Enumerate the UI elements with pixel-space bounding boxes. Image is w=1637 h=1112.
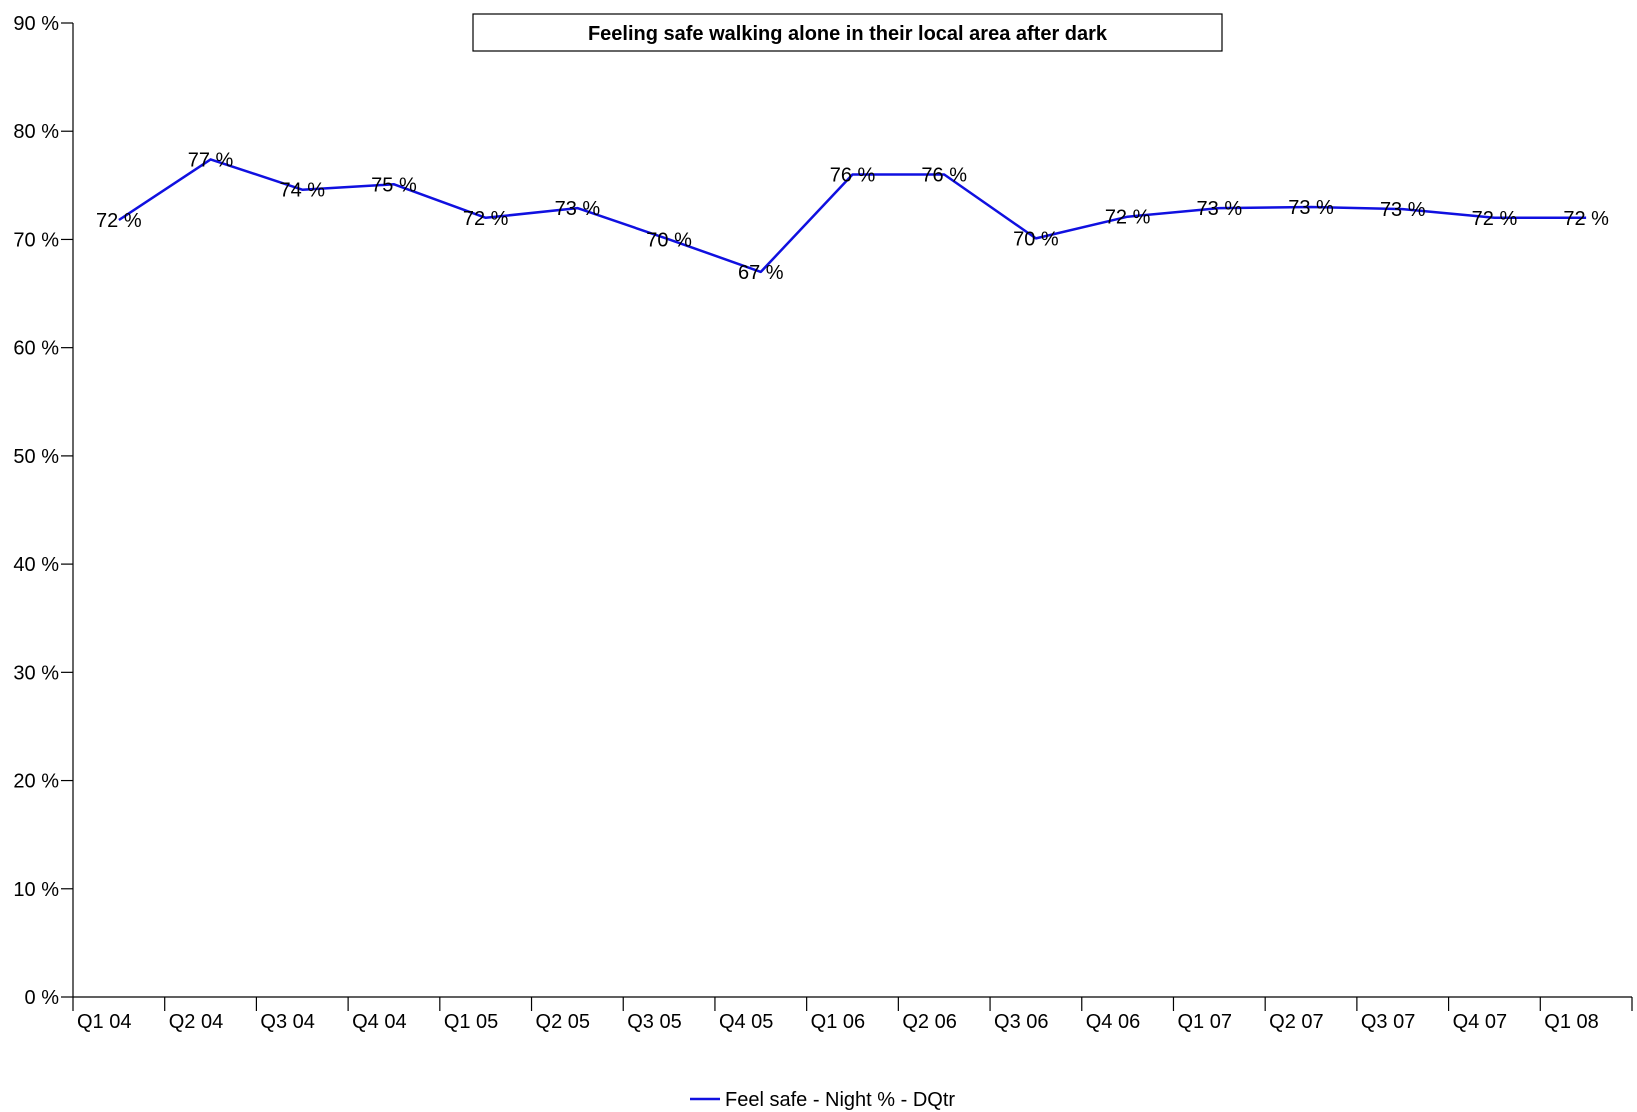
x-tick-label: Q1 08 [1544,1011,1598,1033]
y-tick-label: 20 % [13,771,59,793]
x-tick-label: Q1 07 [1177,1011,1231,1033]
data-label: 76 % [830,165,876,187]
data-label: 72 % [96,210,142,232]
data-label: 76 % [921,165,967,187]
x-tick-label: Q2 05 [536,1011,590,1033]
x-tick-label: Q3 07 [1361,1011,1415,1033]
x-tick-label: Q4 05 [719,1011,773,1033]
data-label: 67 % [738,262,784,284]
series-group [118,158,1587,274]
x-tick-label: Q2 07 [1269,1011,1323,1033]
data-label: 70 % [1013,228,1059,250]
data-label: 72 % [463,208,509,230]
legend: Feel safe - Night % - DQtr [690,1089,955,1111]
y-tick-label: 50 % [13,446,59,468]
chart-title-box: Feeling safe walking alone in their loca… [472,13,1223,52]
x-tick-label: Q2 04 [169,1011,223,1033]
x-tick-label: Q4 07 [1453,1011,1507,1033]
data-label: 72 % [1105,207,1151,229]
x-tick-label: Q2 06 [902,1011,956,1033]
data-label: 72 % [1563,208,1609,230]
data-label: 73 % [1288,197,1334,219]
x-tick-label: Q4 06 [1086,1011,1140,1033]
axes [72,23,1632,998]
x-tick-label: Q4 04 [352,1011,406,1033]
x-tick-label: Q1 04 [77,1011,131,1033]
y-tick-label: 30 % [13,662,59,684]
y-tick-label: 40 % [13,554,59,576]
data-label: 73 % [1380,199,1426,221]
data-label: 72 % [1472,208,1518,230]
data-label: 70 % [646,229,692,251]
legend-label: Feel safe - Night % - DQtr [725,1089,955,1111]
x-ticks: Q1 04 Q2 04 Q3 04 Q4 04 Q1 05 Q2 05 Q3 05 Q4 05… [72,997,1633,1033]
y-tick-label: 60 % [13,338,59,360]
x-tick-label: Q3 04 [260,1011,314,1033]
data-label: 75 % [371,174,417,196]
y-tick-label: 0 % [25,987,60,1009]
data-label: 73 % [1197,198,1243,220]
x-tick-label: Q1 06 [811,1011,865,1033]
y-tick-label: 80 % [13,121,59,143]
x-tick-label: Q3 06 [994,1011,1048,1033]
x-tick-label: Q3 05 [627,1011,681,1033]
y-tick-label: 70 % [13,229,59,251]
chart-title: Feeling safe walking alone in their loca… [588,23,1108,45]
data-label: 77 % [188,149,234,171]
y-ticks: 0 % 10 % 20 % 30 % 40 % 50 % 60 % 70 % 80 % 90 % [13,13,73,1009]
data-label: 74 % [279,180,325,202]
data-labels: 72 % 77 % 74 % 75 % 72 % 73 % 70 % 67 % 76 % 76 %… [96,149,1609,284]
x-tick-label: Q1 05 [444,1011,498,1033]
y-tick-label: 10 % [13,879,59,901]
data-label: 73 % [555,198,601,220]
y-tick-label: 90 % [13,13,59,35]
